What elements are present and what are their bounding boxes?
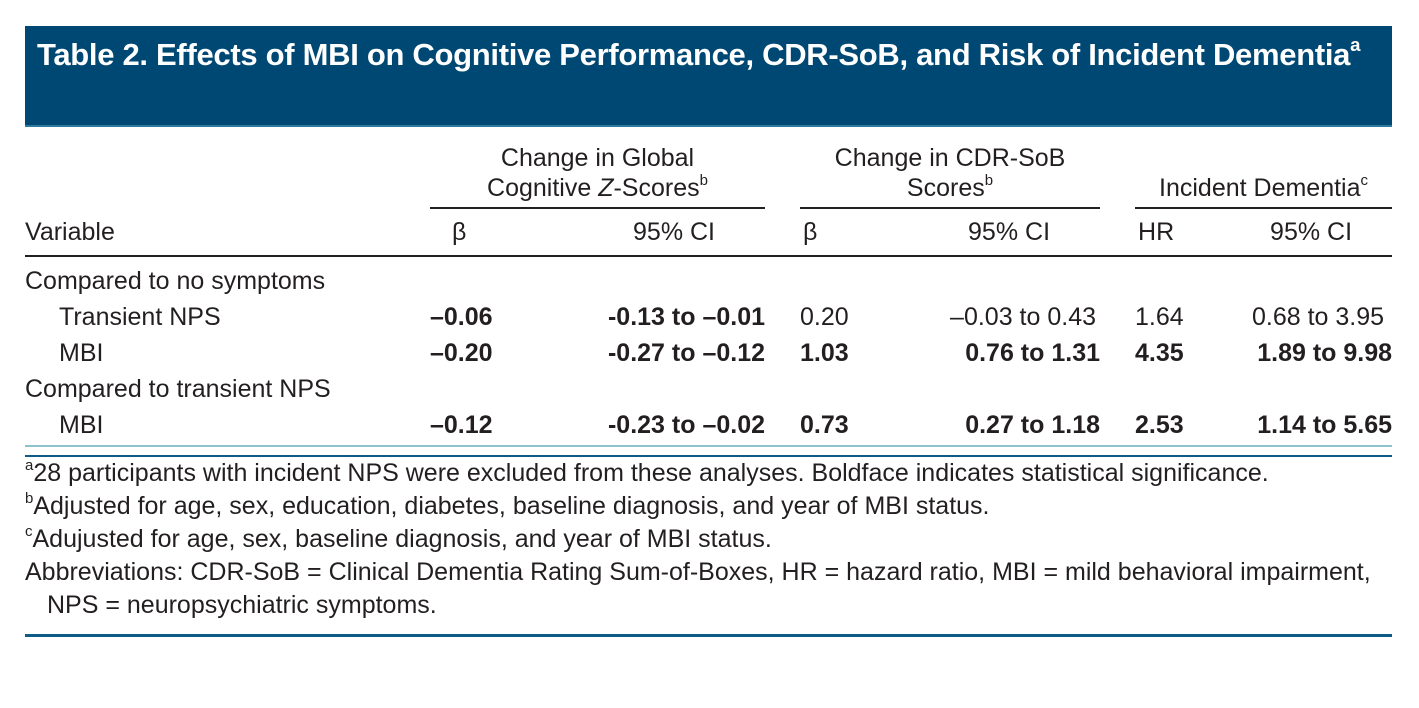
cell-ci: 0.27 to 1.18 [910, 407, 1101, 447]
section-row: Compared to no symptoms [25, 256, 1392, 299]
row-label: MBI [59, 339, 104, 367]
cell-beta: –0.06 [430, 303, 493, 331]
column-header-ci: 95% CI [910, 208, 1101, 257]
cell-hr: 2.53 [1135, 407, 1241, 447]
group-header-incident-dementia: Incident Dementiac [1135, 127, 1393, 209]
cell-ci: -0.13 to –0.01 [607, 303, 765, 331]
cell-ci: 1.89 to 9.98 [1257, 339, 1393, 367]
column-header-hr: HR [1135, 208, 1241, 257]
cell-beta: –0.12 [430, 407, 570, 447]
row-label: MBI [25, 407, 430, 447]
column-header-row: Variable β 95% CI β 95% CI HR 95% CI [25, 208, 1393, 257]
table-row: MBI –0.12 -0.23 to –0.02 0.73 0.27 to 1.… [25, 407, 1393, 447]
footnotes: a28 participants with incident NPS were … [25, 455, 1392, 637]
cell-ci: –0.03 to 0.43 [950, 303, 1097, 331]
footnote-abbreviations: Abbreviations: CDR-SoB = Clinical Dement… [25, 558, 1371, 619]
cell-ci: -0.23 to –0.02 [570, 407, 765, 447]
column-header-variable: Variable [25, 208, 430, 257]
column-header-ci: 95% CI [570, 208, 765, 257]
section-label: Compared to transient NPS [25, 375, 331, 403]
table-title: Table 2. Effects of MBI on Cognitive Per… [37, 34, 1361, 72]
footnote: bAdjusted for age, sex, education, diabe… [25, 489, 990, 520]
cell-beta: 1.03 [800, 339, 849, 367]
section-row: Compared to transient NPS [25, 371, 1392, 407]
group-header-row: Change in Global Cognitive Z-Scoresb Cha… [25, 127, 1393, 209]
footnote: cAdujusted for age, sex, baseline diagno… [25, 522, 772, 553]
table-title-bar: Table 2. Effects of MBI on Cognitive Per… [25, 26, 1392, 127]
column-header-beta: β [800, 208, 910, 257]
table-row: Transient NPS –0.06 -0.13 to –0.01 0.20 … [25, 299, 1392, 335]
cell-beta: 0.20 [800, 303, 849, 331]
footnote: a28 participants with incident NPS were … [25, 456, 1269, 487]
group-header-cdr-sob: Change in CDR-SoB Scoresb [800, 127, 1101, 209]
cell-ci: 1.14 to 5.65 [1240, 407, 1393, 447]
table-row: MBI –0.20 -0.27 to –0.12 1.03 0.76 to 1.… [25, 335, 1392, 371]
section-label: Compared to no symptoms [25, 267, 326, 295]
cell-ci: -0.27 to –0.12 [607, 339, 765, 367]
row-label: Transient NPS [59, 303, 221, 331]
cell-beta: –0.20 [430, 339, 493, 367]
table-figure: Table 2. Effects of MBI on Cognitive Per… [25, 26, 1393, 637]
column-header-ci: 95% CI [1240, 208, 1393, 257]
cell-ci: 0.68 to 3.95 [1251, 303, 1385, 331]
cell-beta: 0.73 [800, 407, 910, 447]
cell-hr: 1.64 [1135, 303, 1184, 331]
cell-ci: 0.76 to 1.31 [965, 339, 1101, 367]
column-header-beta: β [430, 208, 570, 257]
group-header-cognitive: Change in Global Cognitive Z-Scoresb [430, 127, 765, 209]
data-table: Change in Global Cognitive Z-Scoresb Cha… [25, 127, 1393, 447]
cell-hr: 4.35 [1135, 339, 1184, 367]
